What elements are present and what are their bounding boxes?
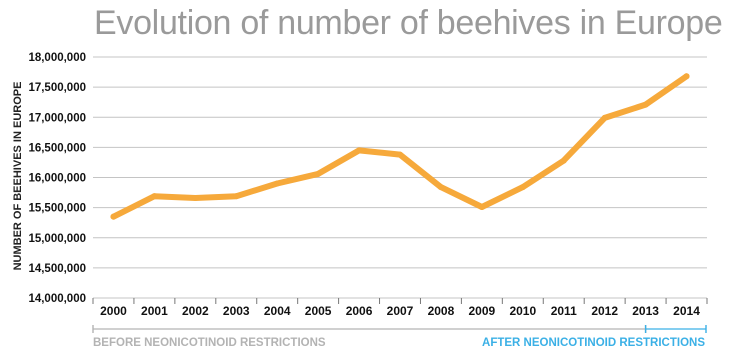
series-line [110, 73, 690, 220]
y-tick-label: 16,500,000 [28, 142, 86, 154]
data-point [437, 184, 444, 191]
x-tick-label: 2003 [223, 304, 250, 318]
y-tick-label: 15,000,000 [28, 233, 86, 245]
x-tick-label: 2012 [591, 304, 618, 318]
y-tick-label: 14,000,000 [28, 293, 86, 305]
data-point [233, 193, 240, 200]
data-point [192, 194, 199, 201]
era-label: BEFORE NEONICOTINOID RESTRICTIONS [93, 337, 326, 349]
data-point [274, 180, 281, 187]
x-tick-label: 2006 [346, 304, 373, 318]
y-axis-label: NUMBER OF BEEHIVES IN EUROPE [12, 82, 24, 271]
data-point [315, 170, 322, 177]
data-point [110, 213, 117, 220]
data-point [151, 193, 158, 200]
y-tick-label: 18,000,000 [28, 52, 86, 64]
data-point [642, 101, 649, 108]
x-tick-label: 2002 [182, 304, 209, 318]
x-tick-label: 2001 [141, 304, 168, 318]
x-tick-label: 2014 [673, 304, 700, 318]
data-point [601, 114, 608, 121]
x-tick-label: 2008 [428, 304, 455, 318]
data-point [560, 157, 567, 164]
x-axis: 2000 2001 2002 2003 2004 2005 2006 2007 2008 2009… [92, 298, 708, 318]
chart-title: Evolution of number of beehives in Europ… [94, 4, 723, 42]
data-point [397, 151, 403, 158]
x-tick-label: 2013 [632, 304, 659, 318]
y-tick-label: 17,500,000 [28, 82, 86, 94]
y-axis-ticks: 14,000,000 14,500,000 15,000,000 15,500,000… [28, 52, 86, 305]
y-tick-label: 16,000,000 [28, 173, 86, 185]
x-tick-label: 2009 [469, 304, 496, 318]
era-annotations: BEFORE NEONICOTINOID RESTRICTIONS AFTER N… [92, 325, 707, 349]
x-tick-label: 2005 [305, 304, 332, 318]
y-tick-label: 17,000,000 [28, 112, 86, 124]
era-label: AFTER NEONICOTINOID RESTRICTIONS [482, 337, 705, 349]
data-point [519, 184, 526, 191]
series-lines [110, 73, 690, 220]
x-tick-label: 2000 [100, 304, 127, 318]
grid-lines [93, 56, 707, 299]
x-tick-label: 2004 [264, 304, 291, 318]
x-tick-label: 2011 [551, 304, 577, 318]
y-tick-label: 14,500,000 [28, 263, 86, 275]
x-tick-label: 2007 [387, 304, 414, 318]
data-point [683, 73, 690, 80]
data-point [478, 204, 485, 211]
data-point [356, 147, 363, 154]
y-tick-label: 15,500,000 [28, 203, 86, 215]
x-tick-label: 2010 [509, 304, 536, 318]
